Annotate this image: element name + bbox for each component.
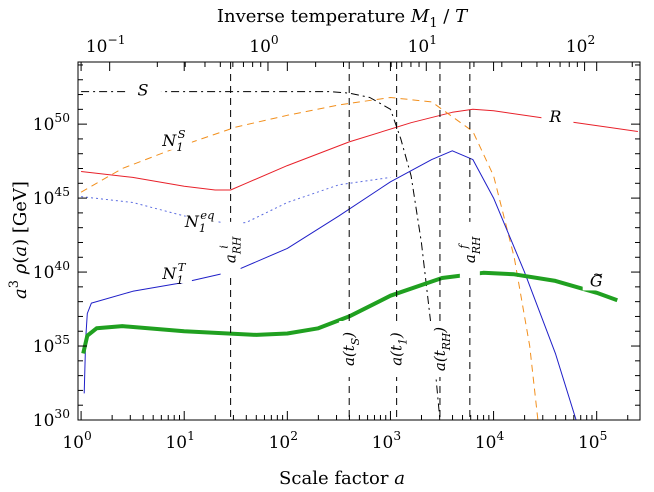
- top-tick-label: 101: [408, 33, 437, 57]
- x-axis-title: Scale factor a: [279, 468, 405, 489]
- vline-label: a(tRH): [431, 327, 453, 371]
- vline-label-bg: [386, 320, 407, 377]
- labels-layer: S N1S R N1eq N1T G~: [128, 75, 615, 291]
- vline-label: a(t1): [388, 332, 410, 366]
- series-g: [81, 270, 618, 354]
- label-n-1-eq: N1eq: [184, 208, 215, 235]
- vertical-lines-layer: aRHi a(tS) a(t1) a(tRH) aRHf: [218, 62, 483, 420]
- annotation-bg: [159, 259, 192, 284]
- vline-label: a(tS): [340, 332, 362, 366]
- label-n-1-s: N1S: [161, 127, 185, 154]
- vline-label-bg: [339, 320, 360, 377]
- label-g: G~: [590, 267, 604, 290]
- annotation-bg: [128, 75, 161, 100]
- annotation-bg: [185, 207, 218, 232]
- annotation-bg: [582, 266, 615, 291]
- y-tick-label: 1030: [33, 407, 70, 431]
- top-tick-label: 102: [566, 33, 595, 57]
- vline-label: aRHf: [457, 236, 483, 263]
- y-tick-label: 1035: [33, 333, 70, 357]
- series-layer: [80, 91, 638, 420]
- x-tick-label: 101: [165, 429, 194, 453]
- series-s: [81, 91, 441, 420]
- y-axis-title: a3 ρ(a) [GeV]: [7, 181, 31, 299]
- x-tick-label: 104: [475, 429, 505, 453]
- x-tick-label: 100: [62, 429, 91, 453]
- label-r: R: [548, 107, 561, 126]
- series-n-1-t: [83, 150, 577, 420]
- top-tick-label: 10−1: [86, 33, 126, 57]
- vline-a-t-rh: a(tRH): [429, 62, 453, 420]
- vline-label-bg: [220, 221, 241, 278]
- vline-label-bg: [429, 320, 450, 377]
- vline-label-bg: [459, 221, 480, 278]
- y-tick-label: 1040: [33, 259, 70, 283]
- series-r: [81, 108, 638, 191]
- vline-a-t-s: a(tS): [339, 62, 362, 420]
- vline-a-t-1: a(t1): [386, 62, 410, 420]
- y-tick-label: 1045: [33, 185, 70, 209]
- x-tick-label: 102: [269, 429, 298, 453]
- annotation-bg: [541, 102, 574, 127]
- y-tick-label: 1050: [33, 111, 70, 135]
- label-n-1-t: N1T: [161, 260, 186, 287]
- x-tick-label: 103: [372, 429, 401, 453]
- x-tick-label: 105: [578, 429, 607, 453]
- ticks-layer: 100 101 102 103 104 105 1030 1035 1040 1045 1050 10…: [33, 33, 640, 453]
- top-axis-title: Inverse temperature M1 / T: [217, 6, 469, 31]
- vline-a-rh-f: aRHf: [457, 62, 483, 420]
- annotation-bg: [159, 125, 192, 150]
- top-tick-label: 100: [249, 33, 278, 57]
- vline-label: aRHi: [218, 236, 244, 263]
- series-n-1-eq: [81, 176, 391, 225]
- label-s: S: [137, 81, 148, 100]
- vline-a-rh-i: aRHi: [218, 62, 244, 420]
